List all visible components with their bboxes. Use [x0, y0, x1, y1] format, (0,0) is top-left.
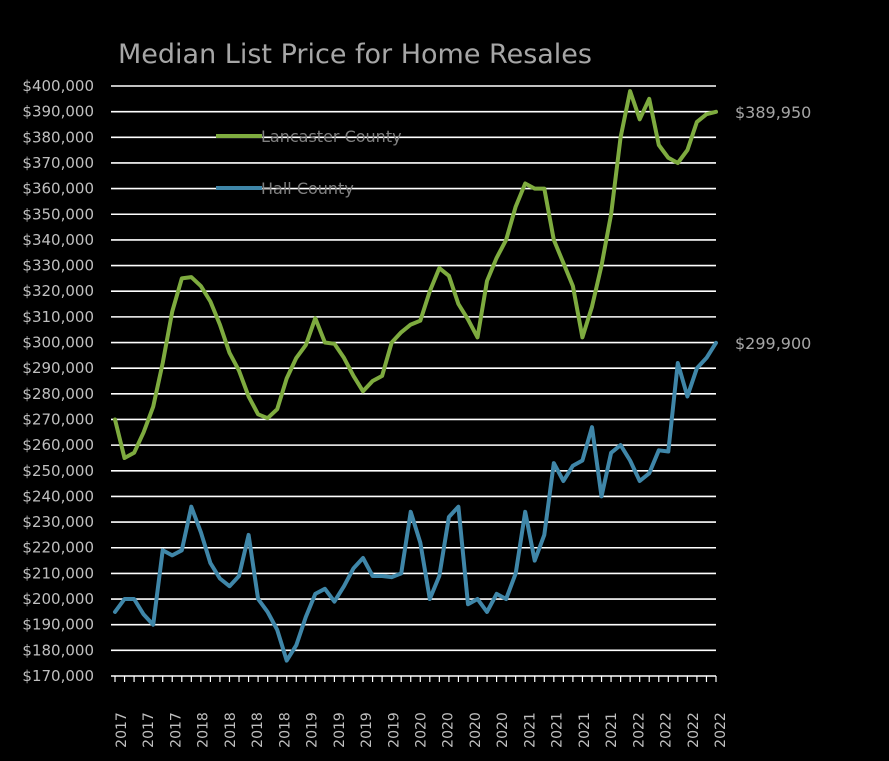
x-tick-label: 2020 — [414, 712, 430, 748]
x-tick-label: 2021 — [550, 712, 566, 748]
y-tick-label: $210,000 — [22, 564, 94, 582]
x-tick-label: 2021 — [577, 712, 593, 748]
x-tick-label: 2022 — [659, 712, 675, 748]
series-line-lancaster-county — [113, 89, 718, 460]
x-tick-label: 2020 — [441, 712, 457, 748]
x-tick-label: 2022 — [631, 712, 647, 748]
x-tick-label: 2019 — [332, 712, 348, 748]
x-tick-label: 2022 — [686, 712, 702, 748]
x-tick-label: 2019 — [305, 712, 321, 748]
end-labels: $389,950 $299,900 — [735, 103, 811, 353]
y-tick-label: $180,000 — [22, 641, 94, 659]
y-tick-label: $300,000 — [22, 334, 94, 352]
y-tick-label: $280,000 — [22, 385, 94, 403]
gridlines — [111, 85, 716, 652]
y-tick-label: $170,000 — [22, 667, 94, 685]
y-tick-label: $340,000 — [22, 231, 94, 249]
y-tick-label: $400,000 — [22, 77, 94, 95]
x-tick-label: 2017 — [141, 712, 157, 748]
x-tick-label: 2018 — [196, 712, 212, 748]
y-tick-label: $190,000 — [22, 616, 94, 634]
y-tick-label: $320,000 — [22, 282, 94, 300]
y-tick-label: $220,000 — [22, 539, 94, 557]
end-value-label: $389,950 — [735, 103, 811, 122]
x-tick-label: 2019 — [359, 712, 375, 748]
y-tick-label: $360,000 — [22, 180, 94, 198]
x-axis: 2017 2017 2017 2018 2018 2018 2018 2019 2019 2019… — [111, 675, 729, 748]
y-tick-label: $250,000 — [22, 462, 94, 480]
legend-label: Hall County — [261, 179, 354, 198]
legend-label: Lancaster County — [261, 127, 402, 146]
y-tick-label: $380,000 — [22, 128, 94, 146]
y-axis-ticks: $170,000 $180,000 $190,000 $200,000 $210,000… — [22, 77, 94, 685]
legend: Lancaster County Hall County — [216, 127, 402, 198]
series-lines — [113, 89, 718, 663]
x-tick-label: 2019 — [386, 712, 402, 748]
y-tick-label: $350,000 — [22, 205, 94, 223]
end-value-label: $299,900 — [735, 334, 811, 353]
x-tick-label: 2018 — [250, 712, 266, 748]
y-tick-label: $370,000 — [22, 154, 94, 172]
chart-title: Median List Price for Home Resales — [118, 39, 592, 70]
x-tick-label: 2020 — [468, 712, 484, 748]
x-tick-label: 2018 — [223, 712, 239, 748]
y-tick-label: $310,000 — [22, 308, 94, 326]
y-tick-label: $240,000 — [22, 487, 94, 505]
y-tick-label: $260,000 — [22, 436, 94, 454]
x-tick-label: 2020 — [495, 712, 511, 748]
y-tick-label: $270,000 — [22, 410, 94, 428]
y-tick-label: $290,000 — [22, 359, 94, 377]
y-tick-label: $330,000 — [22, 257, 94, 275]
x-tick-label: 2017 — [168, 712, 184, 748]
x-tick-label: 2022 — [713, 712, 729, 748]
y-tick-label: $230,000 — [22, 513, 94, 531]
y-tick-label: $200,000 — [22, 590, 94, 608]
x-tick-label: 2018 — [277, 712, 293, 748]
x-tick-label: 2017 — [114, 712, 130, 748]
series-line-hall-county — [113, 340, 718, 663]
y-tick-label: $390,000 — [22, 103, 94, 121]
x-tick-label: 2021 — [604, 712, 620, 748]
x-tick-label: 2021 — [522, 712, 538, 748]
